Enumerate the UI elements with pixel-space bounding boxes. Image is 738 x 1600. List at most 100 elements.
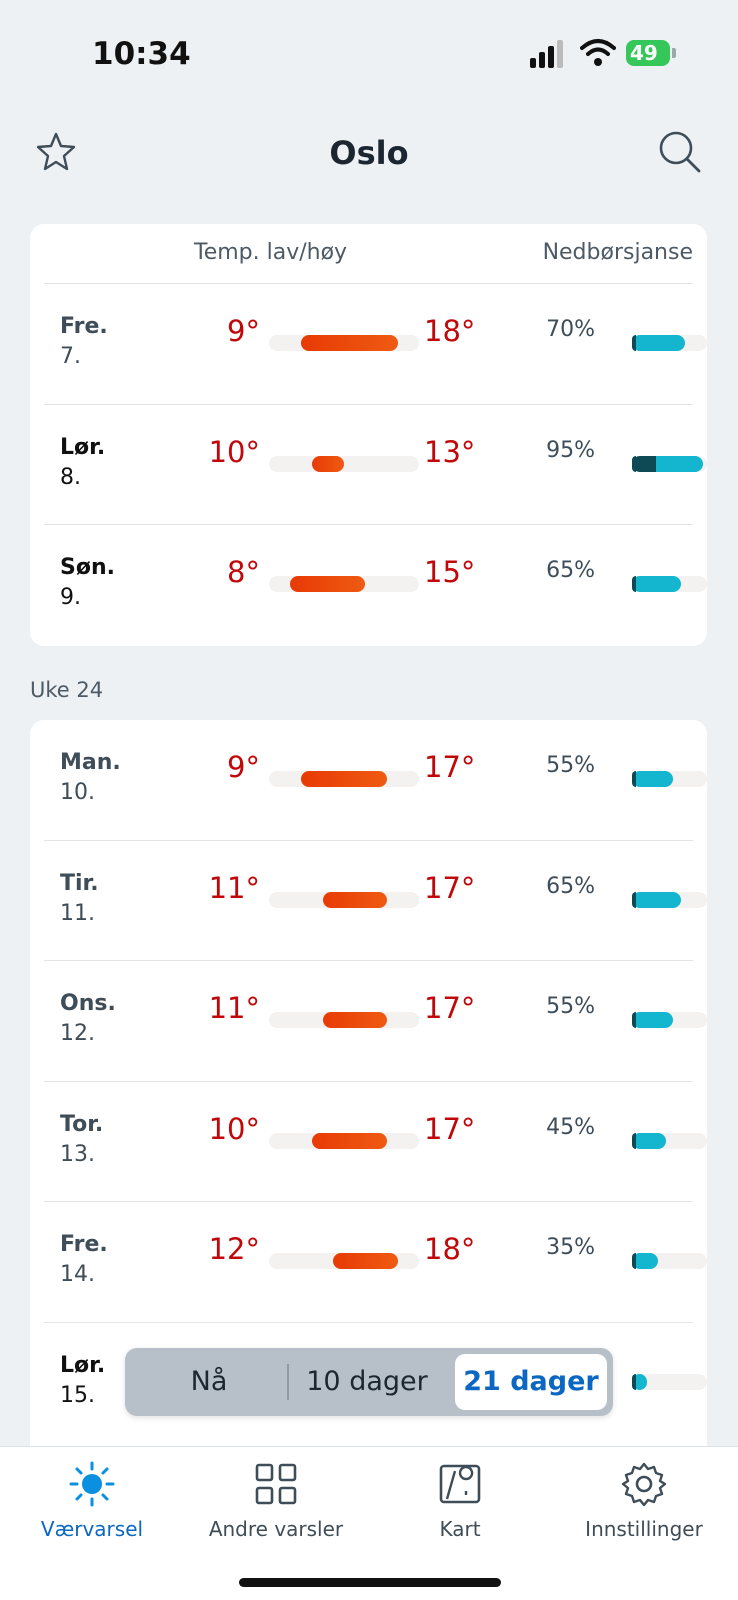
day-date: 7.	[60, 344, 81, 369]
day-name: Tir.	[60, 870, 99, 896]
day-date: 15.	[60, 1382, 95, 1408]
tab-settings-label: Innstillinger	[585, 1517, 703, 1541]
segment-now[interactable]: Nå	[190, 1366, 228, 1397]
day-date: 10.	[60, 780, 95, 805]
header: Oslo	[0, 120, 738, 190]
day-row[interactable]: Søn. 9. 8° 15° 65%	[44, 525, 707, 646]
day-list-top: Fre. 7. 9° 18° 70% Lør. 8. 10° 13° 95% S…	[30, 284, 707, 646]
day-row[interactable]: Man. 10. 9° 17° 55%	[44, 720, 707, 841]
tab-other-alerts-label: Andre varsler	[208, 1517, 344, 1541]
temp-high: 17°	[424, 1111, 476, 1146]
day-row[interactable]: Fre. 7. 9° 18° 70%	[44, 284, 707, 405]
battery-cap	[672, 48, 676, 58]
day-row[interactable]: Tor. 13. 10° 17° 45%	[44, 1082, 707, 1202]
column-temp-label: Temp. lav/høy	[194, 240, 348, 265]
segment-divider	[287, 1364, 289, 1400]
temp-high: 15°	[424, 555, 476, 589]
sun-icon	[69, 1461, 115, 1507]
gear-icon	[621, 1462, 667, 1507]
temp-low: 11°	[208, 870, 260, 905]
temp-range-fill	[311, 455, 344, 472]
rain-chance-fill	[632, 771, 674, 787]
grid-icon	[255, 1463, 297, 1505]
rain-chance-bar	[632, 576, 707, 592]
search-icon[interactable]	[656, 128, 704, 176]
day-name: Lør.	[60, 1352, 106, 1378]
day-row[interactable]: Tir. 11. 11° 17° 65%	[44, 841, 707, 961]
day-list-week: Man. 10. 9° 17° 55% Tir. 11. 11° 17° 65%…	[30, 720, 707, 1443]
tab-map[interactable]: Kart	[368, 1461, 552, 1541]
rain-chance-bar	[632, 891, 707, 908]
rain-chance-fill	[632, 1373, 647, 1390]
week-label: Uke 24	[30, 678, 104, 702]
rain-chance-bar	[632, 335, 707, 351]
rain-chance-fill	[632, 576, 681, 592]
day-row[interactable]: Lør. 8. 10° 13° 95%	[44, 405, 707, 525]
temp-low: 9°	[227, 314, 260, 348]
temp-range-bar	[269, 1253, 419, 1269]
cellular-signal-icon	[530, 40, 564, 68]
tab-other-alerts[interactable]: Andre varsler	[184, 1461, 368, 1541]
favorite-star-icon[interactable]	[34, 130, 78, 174]
rain-chance-fill	[632, 1132, 666, 1149]
temp-low: 10°	[208, 434, 260, 469]
temp-range-bar	[269, 335, 419, 351]
rain-chance: 55%	[546, 994, 595, 1019]
day-label: Fre. 7.	[60, 312, 108, 372]
rain-chance-bar	[632, 1253, 707, 1269]
day-label: Ons. 12.	[60, 989, 116, 1049]
column-rain-label: Nedbørsjanse	[542, 240, 693, 265]
temp-range-bar	[269, 771, 419, 787]
tab-bar: Værvarsel Andre varsler Kart Innstilling…	[0, 1446, 738, 1600]
rain-chance: 70%	[546, 317, 595, 342]
temp-range-fill	[322, 1012, 387, 1028]
day-date: 12.	[60, 1021, 95, 1046]
temp-high: 17°	[424, 750, 476, 784]
temp-low: 12°	[208, 1232, 260, 1266]
day-row[interactable]: Fre. 14. 12° 18° 35%	[44, 1202, 707, 1323]
temp-high: 17°	[424, 870, 476, 905]
temp-range-bar	[269, 1012, 419, 1028]
day-name: Fre.	[60, 1232, 108, 1257]
rain-chance-fill	[632, 1253, 659, 1269]
day-date: 13.	[60, 1141, 95, 1167]
wifi-icon	[580, 39, 616, 66]
temp-range-bar	[269, 891, 419, 908]
day-name: Tor.	[60, 1111, 104, 1137]
temp-high: 13°	[424, 434, 476, 469]
rain-chance-fill	[632, 1012, 674, 1028]
temp-range-fill	[301, 335, 398, 351]
temp-range-fill	[311, 1132, 387, 1149]
temp-low: 9°	[227, 750, 260, 784]
rain-chance-fill	[632, 335, 685, 351]
forecast-card-week-24: Man. 10. 9° 17° 55% Tir. 11. 11° 17° 65%…	[30, 720, 707, 1460]
map-icon	[439, 1464, 481, 1504]
temp-range-fill	[301, 771, 387, 787]
day-name: Fre.	[60, 314, 108, 339]
day-name: Ons.	[60, 991, 116, 1016]
temp-range-bar	[269, 455, 419, 472]
day-label: Lør. 8.	[60, 433, 105, 493]
segment-10-days[interactable]: 10 dager	[306, 1366, 428, 1397]
day-row[interactable]: Ons. 12. 11° 17° 55%	[44, 961, 707, 1082]
temp-range-fill	[333, 1253, 398, 1269]
day-name: Søn.	[60, 555, 115, 580]
rain-chance-bar	[632, 1012, 707, 1028]
tab-settings[interactable]: Innstillinger	[552, 1461, 736, 1541]
day-date: 8.	[60, 464, 81, 490]
day-label: Tir. 11.	[60, 869, 99, 929]
day-row[interactable]: Lør. 15.	[44, 1323, 707, 1444]
rain-chance: 95%	[546, 437, 595, 463]
rain-chance: 65%	[546, 558, 595, 583]
tab-forecast[interactable]: Værvarsel	[0, 1461, 184, 1541]
rain-chance-fill	[632, 891, 681, 908]
temp-range-fill	[322, 891, 387, 908]
day-label: Lør. 15.	[60, 1351, 105, 1411]
rain-chance: 35%	[546, 1235, 595, 1260]
tab-map-label: Kart	[439, 1517, 481, 1541]
segment-21-days[interactable]: 21 dager	[455, 1354, 607, 1410]
home-indicator	[239, 1578, 501, 1587]
temp-range-fill	[290, 576, 366, 592]
day-label: Man. 10.	[60, 748, 121, 808]
status-bar: 10:34 49	[0, 0, 738, 110]
